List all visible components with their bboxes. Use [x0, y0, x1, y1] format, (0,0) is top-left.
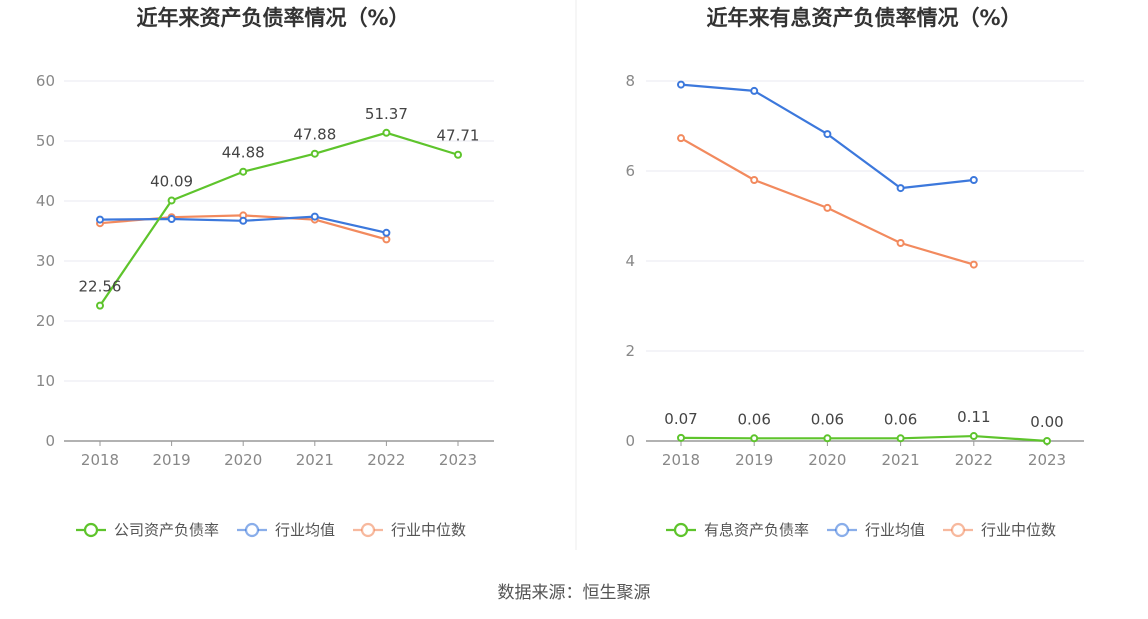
legend-marker — [360, 522, 376, 538]
y-tick-label: 60 — [36, 72, 55, 90]
data-point — [96, 215, 104, 224]
data-point — [969, 432, 978, 441]
x-tick-label: 2021 — [882, 451, 920, 469]
y-tick-label: 0 — [45, 432, 55, 450]
y-tick-label: 6 — [625, 162, 635, 180]
y-tick-label: 40 — [36, 192, 55, 210]
y-tick-label: 30 — [36, 252, 55, 270]
data-point — [310, 149, 319, 158]
data-point — [382, 235, 391, 244]
data-label: 44.88 — [222, 144, 265, 162]
data-label: 0.07 — [664, 410, 697, 428]
data-point — [167, 196, 176, 205]
data-point — [239, 167, 248, 176]
data-label: 0.06 — [737, 410, 770, 428]
x-tick-label: 2023 — [1028, 451, 1066, 469]
data-label: 22.56 — [79, 278, 122, 296]
data-label: 51.37 — [365, 105, 408, 123]
data-point — [677, 134, 685, 143]
data-point — [969, 176, 978, 184]
data-point — [454, 150, 462, 159]
data-label: 0.06 — [884, 410, 917, 428]
data-point — [382, 128, 391, 137]
y-tick-label: 4 — [625, 252, 635, 270]
x-tick-label: 2020 — [808, 451, 846, 469]
data-label: 0.06 — [811, 410, 844, 428]
data-label: 47.88 — [293, 126, 336, 144]
data-point — [823, 203, 832, 212]
x-tick-label: 2023 — [439, 451, 477, 469]
x-tick-label: 2020 — [224, 451, 262, 469]
data-point — [750, 176, 759, 184]
data-point — [167, 215, 176, 223]
chart-title: 近年来有息资产负债率情况（%） — [706, 6, 1021, 30]
series-line — [99, 131, 459, 307]
series-line — [680, 137, 975, 266]
legend-label: 行业中位数 — [981, 521, 1056, 539]
y-tick-label: 2 — [625, 342, 635, 360]
debt-ratio-chart: 近年来资产负债率情况（%） 0 10 20 30 40 50 60 2018 2019 2020 2… — [36, 6, 494, 539]
data-point — [896, 239, 905, 247]
data-point — [310, 212, 319, 221]
x-tick-label: 2022 — [955, 451, 993, 469]
data-point — [239, 216, 248, 225]
data-point — [823, 130, 832, 139]
data-label: 0.00 — [1030, 413, 1063, 431]
data-point — [896, 184, 905, 193]
legend-marker — [950, 522, 966, 538]
legend-label: 公司资产负债率 — [114, 521, 219, 539]
legend-label: 行业均值 — [865, 521, 925, 539]
x-tick-label: 2022 — [367, 451, 405, 469]
data-source: 数据来源：恒生聚源 — [498, 583, 651, 603]
x-tick-label: 2019 — [153, 451, 191, 469]
legend-marker — [834, 522, 850, 538]
data-point — [969, 260, 978, 269]
y-tick-label: 10 — [36, 372, 55, 390]
data-point — [750, 434, 759, 443]
y-tick-label: 20 — [36, 312, 55, 330]
data-point — [677, 80, 685, 89]
x-tick-label: 2018 — [81, 451, 119, 469]
data-label: 40.09 — [150, 172, 193, 190]
data-point — [896, 434, 905, 443]
data-point — [382, 228, 391, 237]
chart-title: 近年来资产负债率情况（%） — [136, 6, 409, 30]
data-point — [1043, 437, 1051, 445]
y-tick-label: 8 — [625, 72, 635, 90]
x-tick-label: 2019 — [735, 451, 773, 469]
legend-label: 有息资产负债率 — [704, 521, 809, 539]
data-label: 0.11 — [957, 408, 990, 426]
data-point — [677, 433, 685, 442]
data-label: 47.71 — [437, 127, 480, 145]
legend-label: 行业中位数 — [391, 521, 466, 539]
data-point — [96, 301, 104, 310]
legend-label: 行业均值 — [275, 521, 335, 539]
x-tick-label: 2021 — [296, 451, 334, 469]
interest-bearing-debt-ratio-chart: 近年来有息资产负债率情况（%） 0 2 4 6 8 2018 2019 2020 2021 202… — [625, 6, 1084, 539]
x-tick-label: 2018 — [662, 451, 700, 469]
y-tick-label: 0 — [625, 432, 635, 450]
legend-marker — [244, 522, 260, 538]
legend-marker — [83, 522, 99, 538]
legend-marker — [673, 522, 689, 538]
series-line — [680, 434, 1048, 443]
data-point — [823, 434, 832, 443]
data-point — [750, 86, 759, 95]
y-tick-label: 50 — [36, 132, 55, 150]
